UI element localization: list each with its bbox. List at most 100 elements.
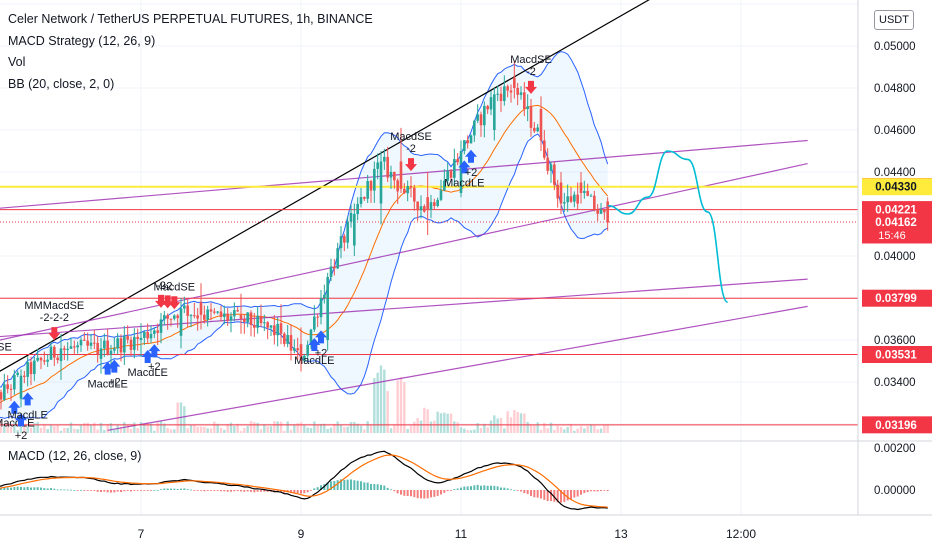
volume-bar (156, 422, 159, 433)
macd-histogram-bar (280, 490, 282, 492)
macd-histogram-bar (396, 490, 399, 494)
volume-bar (193, 425, 196, 433)
indicator-macd-strategy[interactable]: MACD Strategy (12, 26, 9) (8, 34, 156, 48)
volume-bar (149, 423, 153, 433)
candle-body (53, 346, 56, 358)
macd-histogram-bar (493, 485, 496, 490)
time-tick: 11 (455, 527, 468, 541)
macd-histogram-bar (240, 490, 242, 492)
candle-body (153, 330, 156, 334)
candle-body (356, 203, 359, 214)
candle-body (496, 93, 499, 95)
candle-body (446, 170, 449, 181)
signal-label: MacdLE (294, 355, 334, 367)
candle-body (426, 197, 429, 210)
macd-histogram-bar (406, 490, 409, 497)
projection-curve (607, 150, 729, 303)
volume-bar (379, 365, 383, 433)
indicator-volume[interactable]: Vol (8, 55, 26, 69)
candle-body (443, 180, 446, 191)
macd-histogram-bar (250, 490, 252, 492)
macd-histogram-bar (183, 488, 186, 490)
candle-body (436, 199, 439, 206)
candle-body (599, 209, 603, 214)
volume-bar (449, 413, 453, 433)
candle-body (459, 151, 463, 193)
macd-histogram-bar (276, 490, 279, 492)
macd-histogram-bar (590, 490, 592, 492)
volume-bar (39, 427, 43, 433)
candle-body (596, 210, 599, 214)
candle-body (36, 357, 39, 361)
candle-body (386, 156, 389, 178)
candle-body (549, 164, 553, 171)
candle-body (139, 337, 143, 340)
macd-histogram-bar (136, 490, 139, 491)
volume-bar (343, 427, 346, 433)
volume-bar (56, 425, 59, 433)
candle-body (406, 186, 409, 194)
macd-histogram-bar (103, 490, 106, 492)
candle-body (339, 236, 343, 249)
macd-histogram-bar (500, 487, 502, 490)
volume-bar (289, 429, 293, 433)
macd-histogram-bar (150, 490, 152, 491)
candle-body (309, 329, 313, 345)
macd-histogram-bar (0, 488, 2, 490)
symbol-title[interactable]: Celer Network / TetherUS PERPETUAL FUTUR… (8, 12, 373, 26)
volume-bar (523, 413, 526, 433)
volume-bar (26, 426, 29, 433)
currency-badge[interactable]: USDT (874, 10, 914, 30)
volume-bar (389, 428, 393, 433)
macd-histogram-bar (146, 490, 149, 491)
indicator-bollinger[interactable]: BB (20, close, 2, 0) (8, 77, 115, 91)
volume-bar (43, 424, 46, 433)
macd-histogram-bar (540, 490, 542, 499)
candle-body (223, 313, 226, 318)
candle-body (589, 195, 593, 197)
macd-histogram-bar (116, 490, 119, 492)
macd-histogram-bar (426, 490, 429, 499)
candle-body (573, 194, 576, 202)
macd-histogram-bar (70, 489, 72, 491)
candle-body (473, 120, 476, 136)
macd-histogram-bar (180, 488, 182, 490)
macd-histogram-bar (506, 488, 509, 490)
volume-bar (236, 423, 239, 433)
volume-bar (163, 423, 166, 433)
signal-label: +2 (148, 361, 161, 373)
candle-body (213, 311, 216, 313)
signal-label: MacdSE (510, 54, 552, 66)
volume-bar (476, 423, 479, 433)
signal-label: +2 (315, 347, 328, 359)
macd-histogram-bar (33, 487, 36, 490)
signal-label: -2-2 (0, 354, 1, 366)
macd-histogram-bar (443, 490, 446, 493)
volume-bar (323, 423, 326, 433)
volume-bar (459, 427, 463, 433)
volume-bar (279, 421, 283, 433)
candle-body (86, 340, 89, 346)
candle-body (69, 346, 73, 349)
volume-bar (286, 421, 289, 433)
candle-body (206, 309, 209, 320)
macd-pane-label[interactable]: MACD (12, 26, close, 9) (8, 449, 142, 463)
volume-bar (189, 424, 193, 433)
volume-bar (433, 420, 436, 433)
buy-arrow-icon (15, 413, 27, 427)
candle-body (113, 348, 116, 351)
macd-histogram-bar (516, 490, 519, 491)
volume-bar (569, 423, 573, 433)
volume-bars (0, 365, 609, 433)
volume-bar (46, 429, 49, 433)
signal-label: -2 (526, 66, 536, 78)
macd-histogram-bar (203, 490, 206, 492)
macd-histogram-bar (330, 481, 332, 490)
candle-body (479, 114, 483, 126)
macd-histogram-bar (543, 490, 546, 500)
time-tick: 12:00 (726, 527, 756, 541)
volume-bar (396, 380, 399, 433)
candle-body (246, 312, 249, 323)
